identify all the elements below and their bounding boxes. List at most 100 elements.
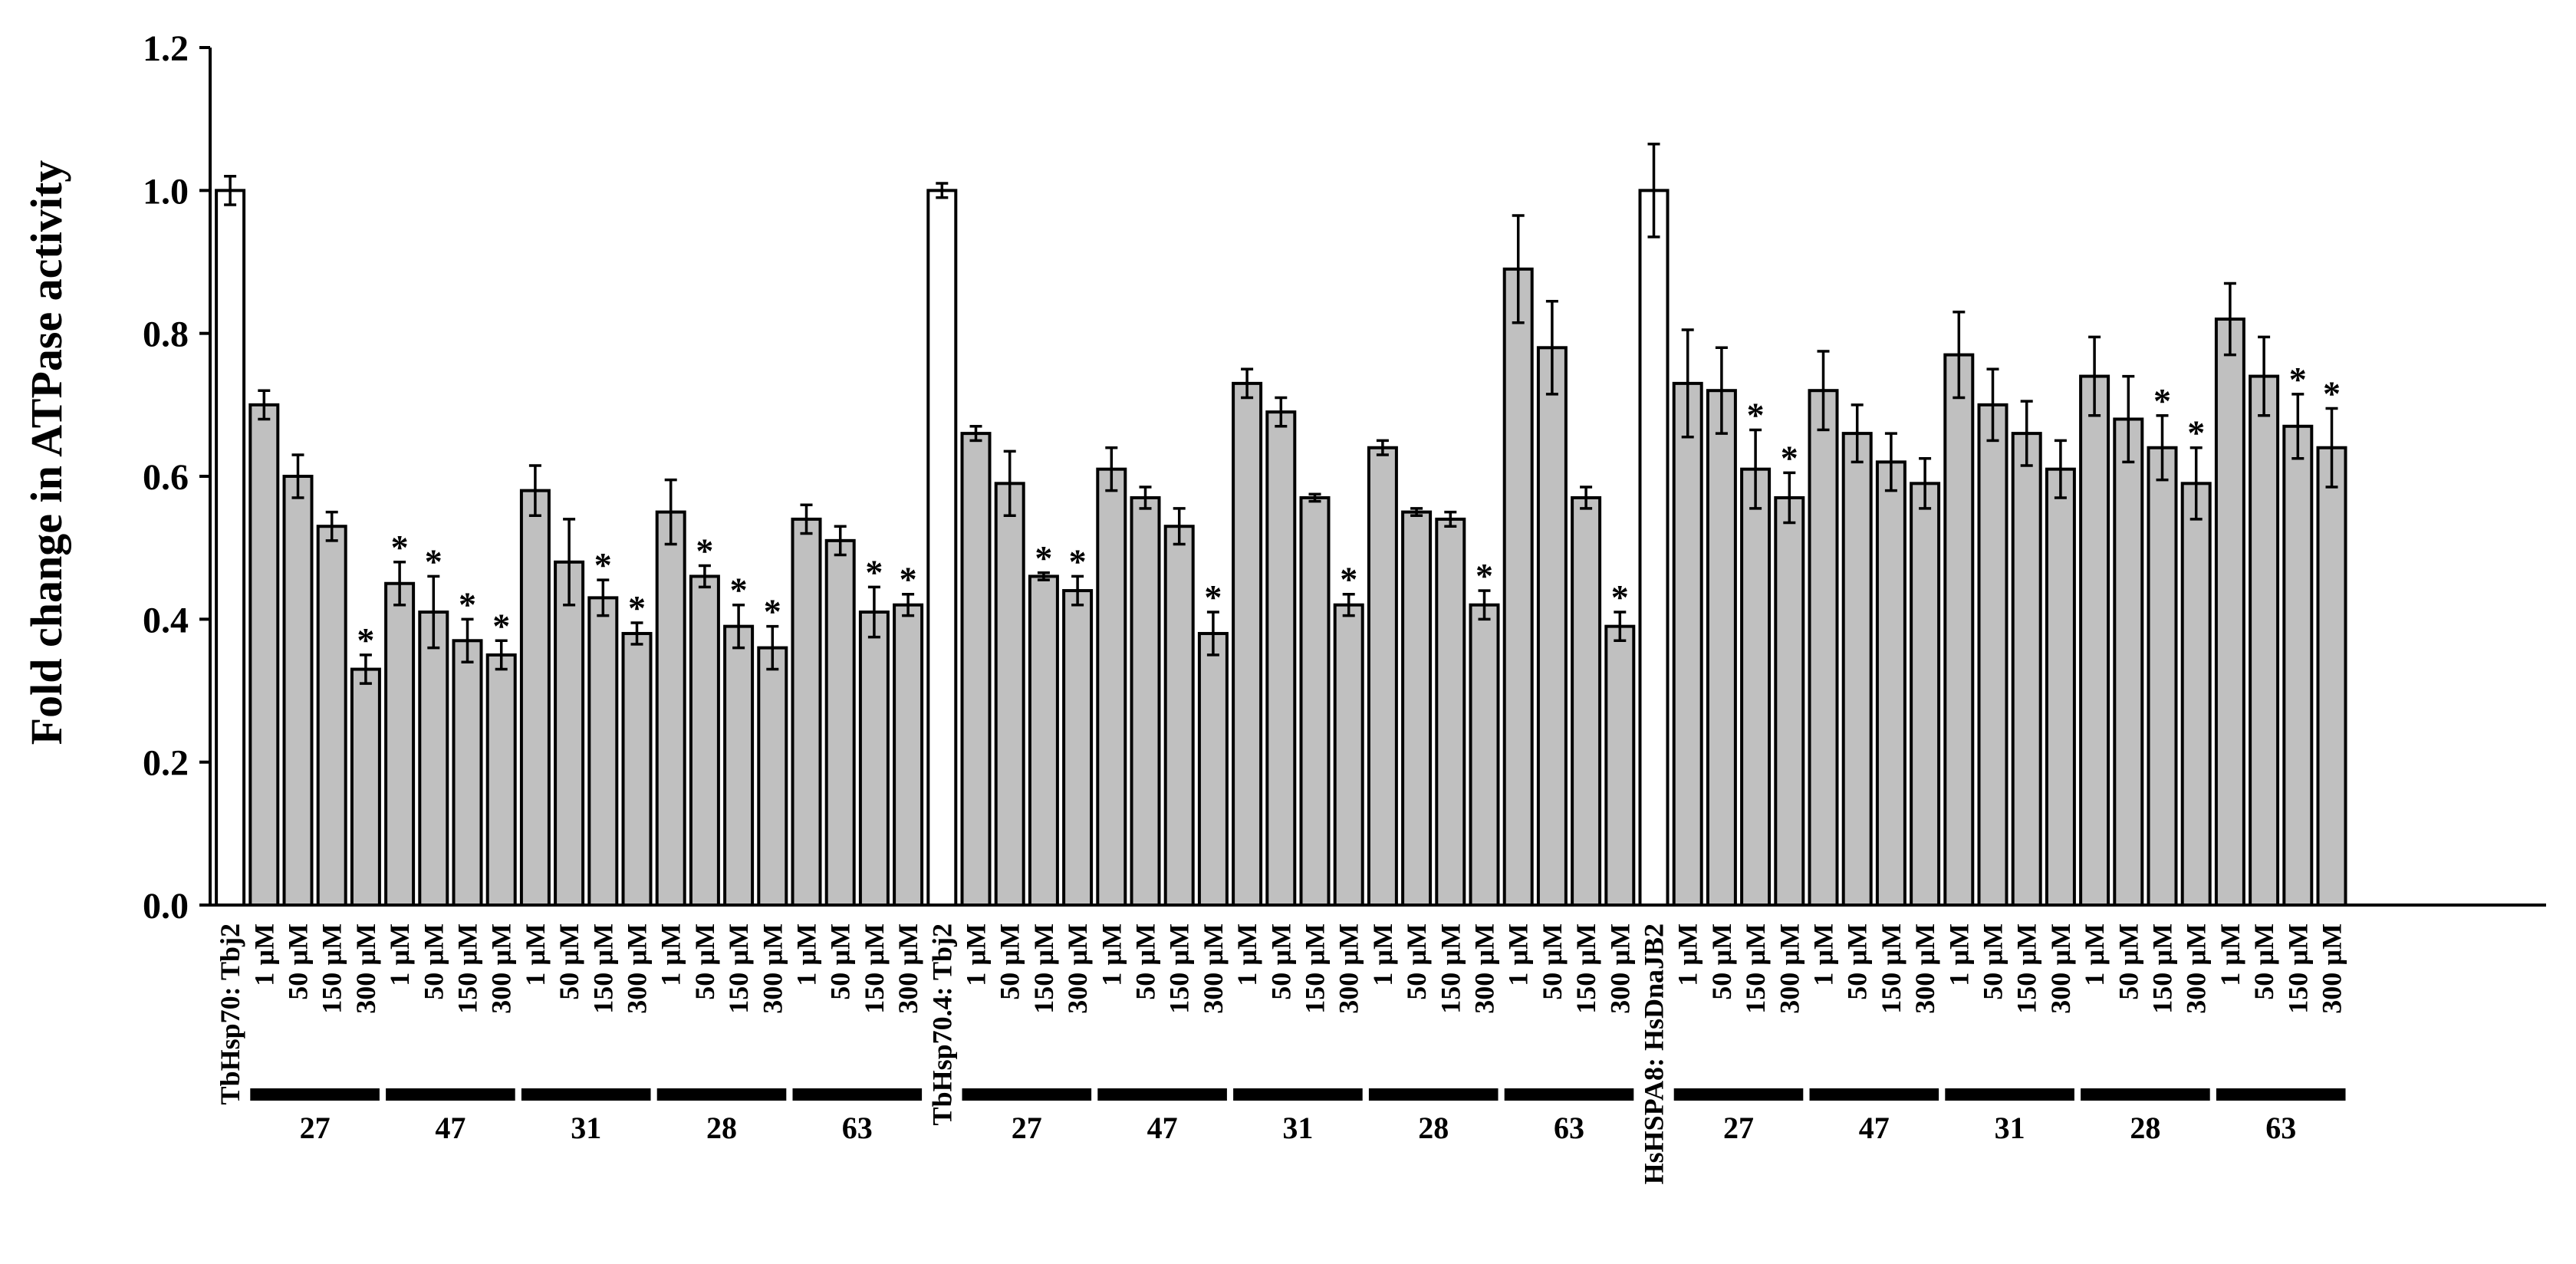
concentration-label: 300 µM [1469, 923, 1500, 1014]
bar [1401, 510, 1433, 907]
bar [418, 611, 449, 907]
concentration-label: 300 µM [1334, 923, 1364, 1014]
bar [1943, 353, 1975, 907]
concentration-label: 150 µM [317, 923, 347, 1014]
bar [689, 574, 720, 907]
significance-marker: * [492, 606, 510, 645]
compound-label: 31 [571, 1111, 601, 1145]
concentration-label: 1 µM [656, 923, 686, 986]
bar [452, 639, 483, 907]
bar [587, 596, 619, 907]
significance-marker: * [900, 560, 917, 599]
significance-marker: * [1204, 578, 1222, 617]
bar [960, 432, 992, 907]
concentration-label: 300 µM [1910, 923, 1940, 1014]
bar [1672, 381, 1703, 907]
compound-label: 63 [1554, 1111, 1584, 1145]
bar [2282, 424, 2314, 907]
concentration-label: 150 µM [1028, 923, 1059, 1014]
bar [858, 611, 890, 907]
significance-marker: * [1781, 438, 1798, 477]
bar [1469, 603, 1500, 907]
bar [1536, 346, 1568, 907]
significance-marker: * [391, 528, 409, 567]
compound-label: 28 [706, 1111, 737, 1145]
control-label: TbHsp70.4: Tbj2 [926, 923, 957, 1125]
bar [2249, 374, 2280, 907]
concentration-label: 1 µM [1673, 923, 1703, 986]
significance-marker: * [459, 584, 476, 624]
concentration-label: 300 µM [2317, 923, 2347, 1014]
bar [893, 603, 924, 907]
bar [791, 517, 822, 907]
bar [2316, 446, 2347, 907]
bar [824, 538, 856, 907]
concentration-label: 150 µM [452, 923, 483, 1014]
compound-bracket [1097, 1088, 1227, 1101]
compound-label: 27 [1012, 1111, 1042, 1145]
bar [519, 489, 551, 907]
concentration-label: 50 µM [1130, 923, 1161, 1000]
significance-marker: * [425, 541, 442, 581]
significance-marker: * [730, 571, 748, 610]
compound-label: 63 [842, 1111, 873, 1145]
concentration-label: 150 µM [723, 923, 754, 1014]
concentration-label: 1 µM [1943, 923, 1974, 986]
compound-bracket [1945, 1088, 2074, 1101]
concentration-label: 300 µM [2181, 923, 2212, 1014]
compound-bracket [1368, 1088, 1499, 1101]
concentration-label: 300 µM [622, 923, 653, 1014]
bar [384, 581, 416, 907]
bar [1910, 482, 1941, 907]
concentration-label: 1 µM [1808, 923, 1839, 986]
bar [248, 403, 280, 907]
bar [1096, 467, 1127, 907]
concentration-label: 300 µM [1604, 923, 1635, 1014]
compound-bracket [521, 1088, 651, 1101]
compound-bracket [2216, 1088, 2346, 1101]
significance-marker: * [2323, 374, 2341, 413]
significance-marker: * [1340, 560, 1357, 599]
y-tick-label: 1.0 [143, 171, 189, 212]
concentration-label: 1 µM [791, 923, 822, 986]
bar [1197, 631, 1229, 907]
significance-marker: * [1611, 578, 1629, 617]
significance-marker: * [1035, 538, 1052, 578]
significance-marker: * [357, 620, 374, 660]
concentration-label: 50 µM [825, 923, 856, 1000]
concentration-label: 1 µM [520, 923, 551, 986]
compound-label: 27 [1723, 1111, 1754, 1145]
bar [926, 189, 958, 907]
bar [1163, 525, 1195, 907]
concentration-label: 50 µM [283, 923, 314, 1000]
concentration-label: 1 µM [1367, 923, 1398, 986]
significance-marker: * [2187, 413, 2205, 453]
concentration-label: 50 µM [2249, 923, 2279, 1000]
concentration-label: 150 µM [2012, 923, 2042, 1014]
concentration-label: 1 µM [2079, 923, 2110, 986]
bar [621, 631, 653, 907]
concentration-label: 50 µM [1978, 923, 2008, 1000]
significance-marker: * [628, 588, 646, 627]
concentration-label: 1 µM [2215, 923, 2245, 986]
concentration-label: 50 µM [1537, 923, 1568, 1000]
concentration-label: 50 µM [1265, 923, 1296, 1000]
bar [554, 560, 585, 907]
bar [215, 189, 246, 907]
concentration-label: 300 µM [1774, 923, 1805, 1014]
bar [1977, 403, 2008, 907]
bar [1502, 267, 1534, 907]
concentration-label: 1 µM [1503, 923, 1534, 986]
bar [2045, 467, 2076, 907]
concentration-label: 50 µM [1842, 923, 1873, 1000]
concentration-label: 150 µM [859, 923, 890, 1014]
bar [1571, 495, 1602, 907]
concentration-label: 300 µM [486, 923, 517, 1014]
concentration-label: 1 µM [384, 923, 415, 986]
compound-bracket [2081, 1088, 2210, 1101]
y-tick-label: 0.2 [143, 743, 189, 784]
significance-marker: * [1476, 556, 1493, 595]
concentration-label: 150 µM [587, 923, 618, 1014]
bar [2147, 446, 2178, 907]
